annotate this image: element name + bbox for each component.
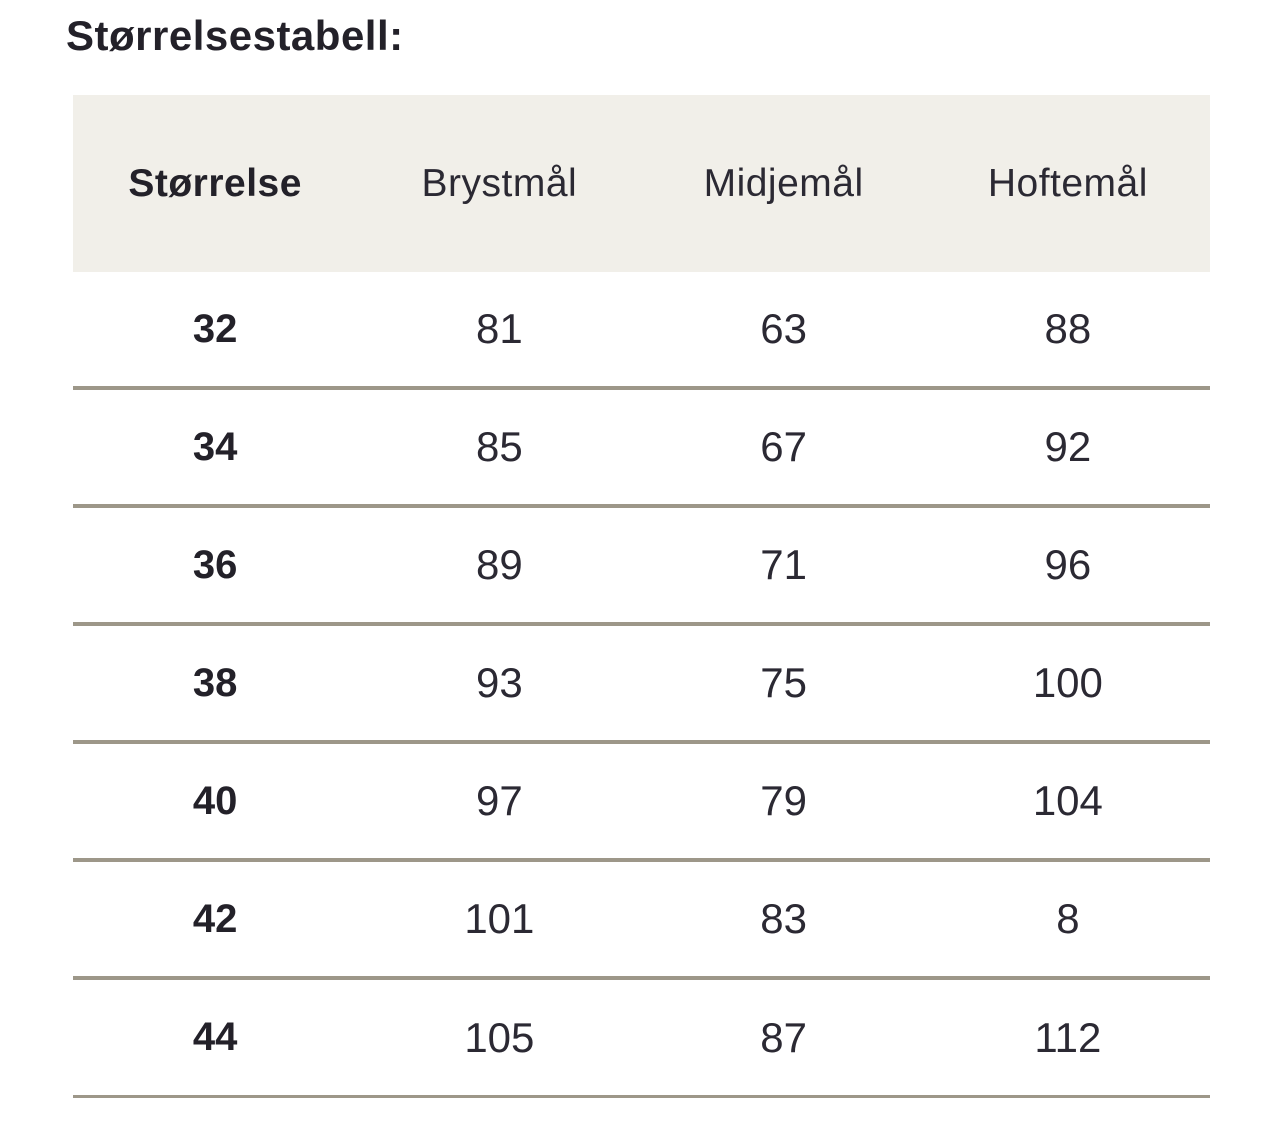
table-row-44: 44 105 87 112	[73, 980, 1210, 1098]
cell-midje: 83	[760, 895, 807, 942]
page-title: Størrelsestabell:	[66, 12, 404, 59]
cell-bryst: 93	[476, 659, 523, 706]
cell-size: 44	[192, 1015, 238, 1059]
table-row-42: 42 101 83 8	[73, 862, 1210, 980]
size-table: Størrelse Brystmål Midjemål Hoftemål 32 …	[73, 95, 1210, 1098]
cell-hofte: 104	[1032, 777, 1103, 824]
table-row-40: 40 97 79 104	[73, 744, 1210, 862]
column-header-midjemal: Midjemål	[703, 161, 864, 205]
cell-midje: 63	[760, 305, 807, 352]
cell-midje: 71	[760, 541, 807, 588]
cell-size: 32	[192, 306, 238, 351]
cell-hofte: 100	[1032, 659, 1103, 706]
cell-size: 38	[192, 660, 238, 705]
cell-hofte: 8	[1056, 895, 1080, 942]
cell-bryst: 105	[464, 1013, 535, 1061]
cell-hofte: 112	[1034, 1013, 1102, 1061]
cell-hofte: 92	[1044, 423, 1092, 470]
cell-hofte: 96	[1044, 541, 1092, 588]
cell-size: 42	[192, 896, 238, 941]
column-header-hoftemal: Hoftemål	[987, 161, 1148, 205]
cell-size: 36	[192, 542, 238, 587]
table-row-34: 34 85 67 92	[73, 390, 1210, 508]
column-header-brystmal: Brystmål	[421, 161, 578, 205]
column-header-storrelse: Størrelse	[128, 161, 302, 205]
cell-bryst: 85	[476, 423, 523, 470]
cell-bryst: 81	[476, 305, 523, 352]
cell-size: 34	[192, 424, 238, 469]
cell-size: 40	[192, 778, 238, 823]
cell-midje: 79	[760, 777, 807, 824]
table-row-32: 32 81 63 88	[73, 272, 1210, 390]
cell-midje: 75	[760, 659, 807, 706]
cell-bryst: 89	[476, 541, 523, 588]
size-table-header-row: Størrelse Brystmål Midjemål Hoftemål	[73, 95, 1210, 272]
cell-midje: 67	[760, 423, 807, 470]
cell-bryst: 101	[464, 895, 535, 942]
table-row-38: 38 93 75 100	[73, 626, 1210, 744]
table-row-36: 36 89 71 96	[73, 508, 1210, 626]
cell-midje: 87	[760, 1013, 807, 1061]
cell-bryst: 97	[476, 777, 523, 824]
cell-hofte: 88	[1044, 305, 1092, 352]
